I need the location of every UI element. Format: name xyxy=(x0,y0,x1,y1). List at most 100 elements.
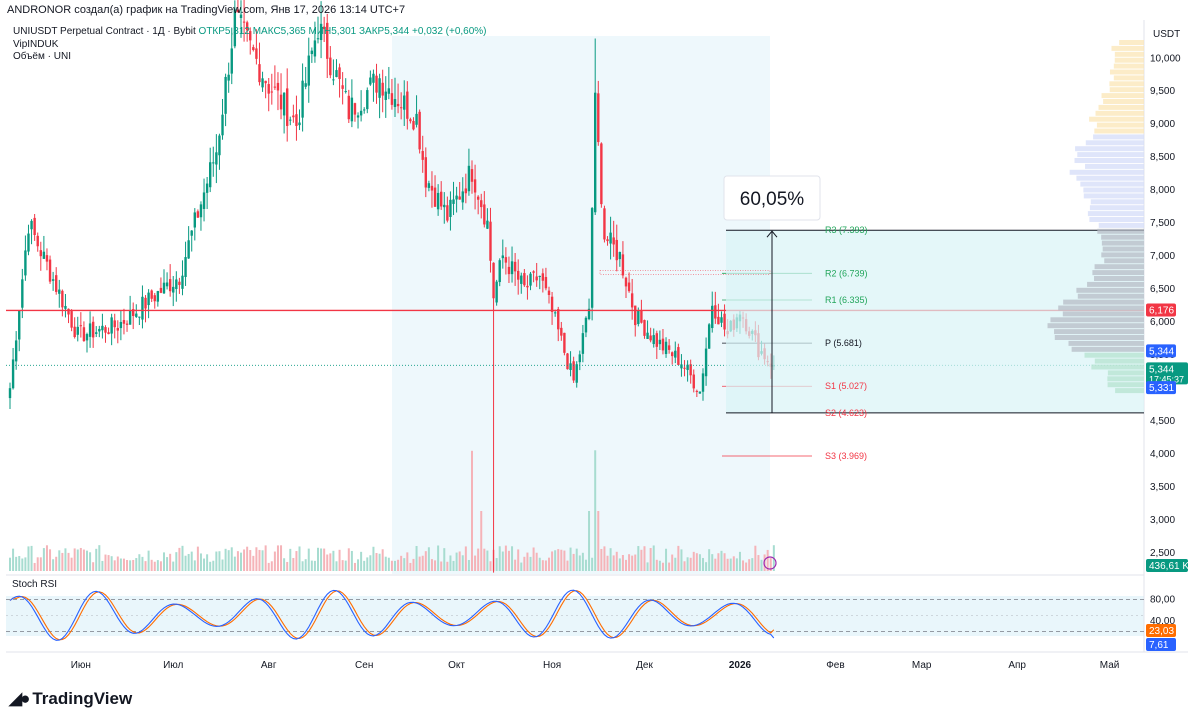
volume-profile-bar xyxy=(1077,293,1144,299)
candle-body xyxy=(61,290,64,308)
candle-body xyxy=(21,279,24,308)
volume-bar xyxy=(430,559,433,571)
volume-bar xyxy=(738,551,741,571)
candle-body xyxy=(88,323,92,337)
volume-profile-bar xyxy=(1089,217,1144,222)
volume-profile-bar xyxy=(1104,258,1144,264)
volume-bar xyxy=(769,558,772,571)
volume-profile-bar xyxy=(1089,116,1144,122)
candle-body xyxy=(51,279,55,281)
volume-bar xyxy=(323,548,326,571)
volume-bar xyxy=(372,546,375,571)
volume-bar xyxy=(702,557,704,571)
candle-body xyxy=(473,179,477,193)
volume-profile-bar xyxy=(1098,104,1144,110)
candle-body xyxy=(209,162,212,188)
candle-body xyxy=(178,281,181,285)
candle-body xyxy=(692,374,695,389)
candle-body xyxy=(399,107,403,109)
candle-body xyxy=(655,333,658,347)
candle-body xyxy=(470,169,474,182)
indicator-legend[interactable]: VipINDUK xyxy=(13,39,59,50)
candle-body xyxy=(350,97,354,122)
volume-bar xyxy=(82,549,85,571)
volume-profile-bar xyxy=(1047,323,1144,329)
volume-bar xyxy=(634,554,637,571)
volume-bar xyxy=(230,547,233,571)
candle-body xyxy=(212,162,215,164)
candle-body xyxy=(381,82,384,96)
volume-legend[interactable]: Объём · UNI xyxy=(13,51,71,62)
volume-bar xyxy=(754,545,757,571)
volume-bar xyxy=(132,559,135,571)
volume-bar xyxy=(418,556,421,571)
price-tick: 4,000 xyxy=(1150,449,1175,460)
candle-body xyxy=(144,297,147,309)
pivot-label-s1: S1 (5.027) xyxy=(825,381,867,391)
volume-bar xyxy=(588,511,591,571)
candle-body xyxy=(600,143,603,205)
volume-bar xyxy=(415,545,418,571)
candle-body xyxy=(553,312,557,314)
volume-bar xyxy=(42,548,45,571)
r2-zone xyxy=(599,270,771,275)
volume-bar xyxy=(292,557,295,571)
volume-bar xyxy=(652,545,655,571)
volume-profile-bar xyxy=(1084,352,1144,358)
volume-bar xyxy=(511,546,514,571)
volume-profile-bar xyxy=(1076,175,1144,181)
volume-bar xyxy=(621,554,624,571)
candle-body xyxy=(205,183,209,193)
pivot-label-r3: R3 (7.393) xyxy=(825,225,868,235)
volume-profile-bar xyxy=(1107,382,1144,388)
volume-bar xyxy=(301,561,304,571)
volume-bar xyxy=(686,557,689,571)
volume-bar xyxy=(692,551,695,571)
volume-bar xyxy=(369,555,372,571)
volume-bar xyxy=(147,550,150,571)
candle-body xyxy=(230,48,233,74)
symbol-title[interactable]: UNIUSDT Perpetual Contract · 1Д · Bybit xyxy=(13,26,196,37)
volume-profile-bar xyxy=(1113,63,1144,69)
volume-profile-bar xyxy=(1107,370,1144,376)
volume-bar xyxy=(350,550,353,571)
volume-bar xyxy=(283,558,286,571)
stoch-k-line xyxy=(9,589,775,641)
volume-profile-bar xyxy=(1058,305,1144,311)
volume-profile-bar xyxy=(1095,110,1144,116)
volume-bar xyxy=(597,511,600,571)
candle-body xyxy=(141,296,144,320)
volume-bar xyxy=(544,560,547,571)
candle-body xyxy=(427,183,431,188)
volume-bar xyxy=(643,546,646,571)
candle-body xyxy=(132,309,135,316)
candle-body xyxy=(483,204,486,225)
volume-profile-bar xyxy=(1054,329,1144,335)
candle-body xyxy=(313,40,317,57)
volume-bar xyxy=(89,552,92,571)
volume-bar xyxy=(646,562,649,571)
volume-bar xyxy=(338,549,341,571)
candle-body xyxy=(224,76,227,114)
volume-bar xyxy=(427,547,430,571)
candle-body xyxy=(95,332,98,334)
volume-bar xyxy=(424,551,427,571)
ohlc-values: ОТКР5,312 МАКС5,365 МИН5,301 ЗАКР5,344 +… xyxy=(198,26,487,37)
volume-bar xyxy=(21,558,24,571)
candle-body xyxy=(594,92,597,213)
candle-body xyxy=(711,305,714,329)
volume-bar xyxy=(135,558,138,571)
volume-bar xyxy=(523,556,526,571)
volume-bar xyxy=(477,548,480,571)
volume-bar xyxy=(341,560,344,571)
candle-body xyxy=(298,122,301,126)
candle-body xyxy=(480,200,483,208)
volume-bar xyxy=(326,554,329,571)
candle-body xyxy=(329,57,332,76)
volume-tag xyxy=(1146,559,1188,572)
volume-bar xyxy=(529,556,532,571)
candle-body xyxy=(369,77,372,85)
volume-bar xyxy=(280,545,283,571)
volume-bar xyxy=(378,553,381,571)
